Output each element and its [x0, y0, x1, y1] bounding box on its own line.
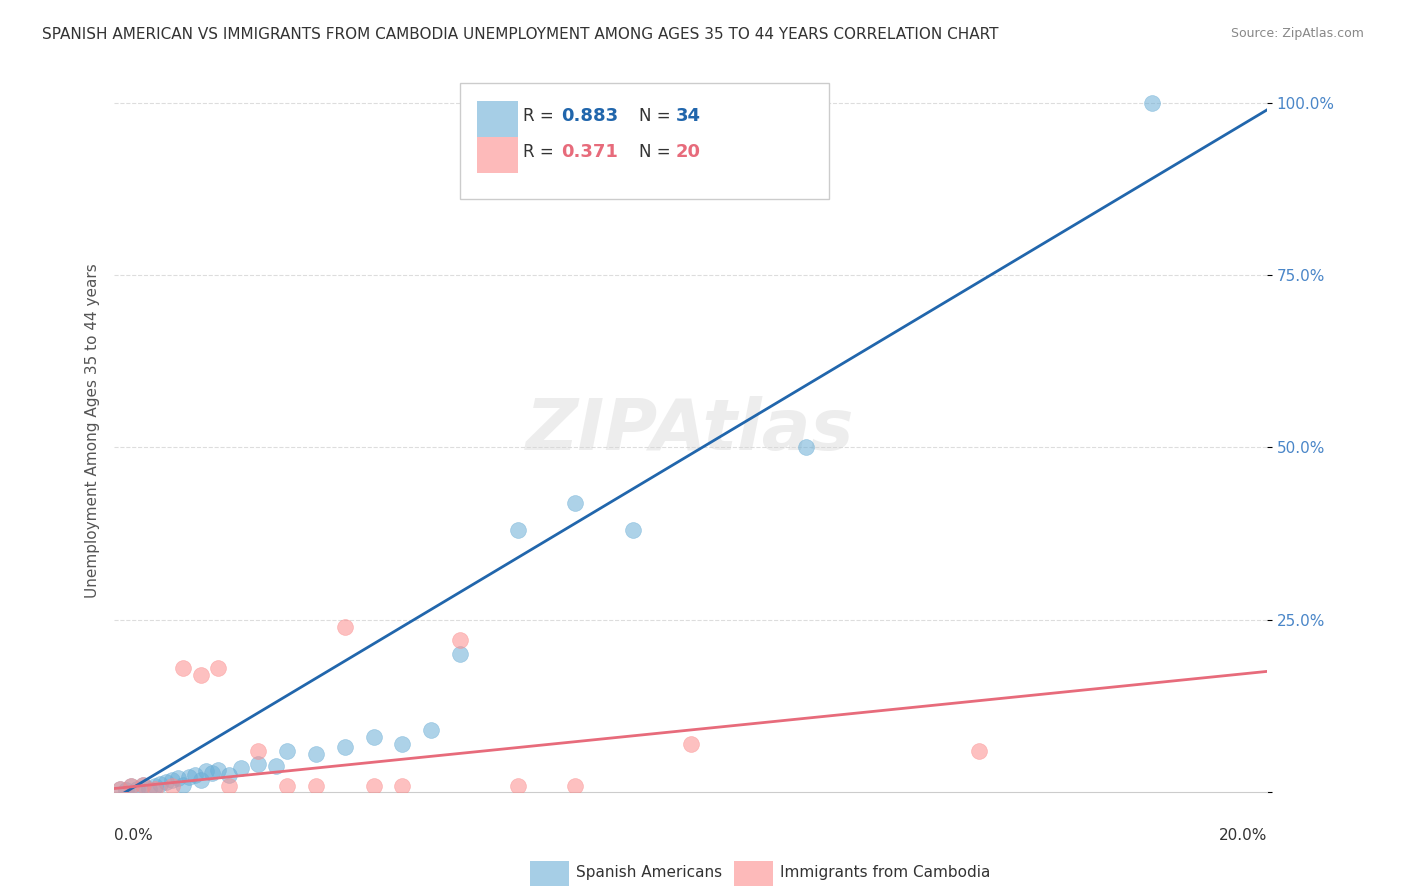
Point: [449, 647, 471, 661]
Text: 20: 20: [676, 143, 700, 161]
Text: Immigrants from Cambodia: Immigrants from Cambodia: [780, 865, 991, 880]
Point: [218, 780, 240, 794]
FancyBboxPatch shape: [460, 83, 830, 199]
Point: [160, 780, 183, 794]
Text: N =: N =: [638, 143, 676, 161]
Point: [333, 619, 356, 633]
Point: [155, 774, 177, 789]
Point: [179, 770, 201, 784]
Point: [621, 523, 644, 537]
Point: [184, 768, 207, 782]
Text: Spanish Americans: Spanish Americans: [576, 865, 723, 880]
Point: [391, 737, 413, 751]
Y-axis label: Unemployment Among Ages 35 to 44 years: Unemployment Among Ages 35 to 44 years: [86, 263, 100, 598]
Point: [218, 768, 240, 782]
Text: Source: ZipAtlas.com: Source: ZipAtlas.com: [1230, 27, 1364, 40]
Point: [276, 744, 298, 758]
Text: 0.883: 0.883: [561, 106, 619, 125]
Point: [207, 661, 229, 675]
Point: [108, 781, 131, 796]
Point: [363, 730, 385, 744]
Text: SPANISH AMERICAN VS IMMIGRANTS FROM CAMBODIA UNEMPLOYMENT AMONG AGES 35 TO 44 YE: SPANISH AMERICAN VS IMMIGRANTS FROM CAMB…: [42, 27, 998, 42]
Text: 0.371: 0.371: [561, 143, 619, 161]
Point: [305, 747, 328, 761]
Point: [564, 495, 586, 509]
Point: [449, 633, 471, 648]
Point: [143, 781, 166, 796]
Text: ZIPAtlas: ZIPAtlas: [526, 396, 855, 465]
Point: [201, 765, 224, 780]
Point: [160, 772, 183, 787]
FancyBboxPatch shape: [477, 137, 517, 173]
Point: [195, 764, 218, 779]
Point: [420, 723, 443, 737]
Point: [1140, 95, 1163, 110]
Point: [506, 523, 529, 537]
Point: [132, 778, 155, 792]
Point: [172, 661, 194, 675]
Point: [114, 783, 136, 797]
Point: [132, 778, 155, 792]
Point: [121, 780, 143, 794]
Point: [967, 744, 990, 758]
Text: 34: 34: [676, 106, 700, 125]
Point: [391, 780, 413, 794]
Point: [264, 759, 287, 773]
Point: [333, 740, 356, 755]
Point: [127, 781, 149, 796]
Point: [166, 771, 188, 785]
Text: R =: R =: [523, 143, 560, 161]
Point: [506, 780, 529, 794]
Point: [190, 668, 212, 682]
Point: [794, 441, 817, 455]
Point: [564, 780, 586, 794]
Point: [229, 761, 252, 775]
Point: [247, 757, 270, 772]
Point: [679, 737, 702, 751]
Text: N =: N =: [638, 106, 676, 125]
FancyBboxPatch shape: [477, 101, 517, 137]
Point: [149, 777, 172, 791]
Point: [172, 778, 194, 792]
Point: [190, 772, 212, 787]
Point: [121, 780, 143, 794]
Point: [305, 780, 328, 794]
Text: 0.0%: 0.0%: [114, 828, 153, 843]
Point: [363, 780, 385, 794]
Point: [108, 781, 131, 796]
Point: [143, 780, 166, 794]
Text: R =: R =: [523, 106, 560, 125]
Point: [207, 763, 229, 777]
Point: [247, 744, 270, 758]
Point: [276, 780, 298, 794]
Text: 20.0%: 20.0%: [1219, 828, 1267, 843]
Point: [138, 781, 160, 796]
